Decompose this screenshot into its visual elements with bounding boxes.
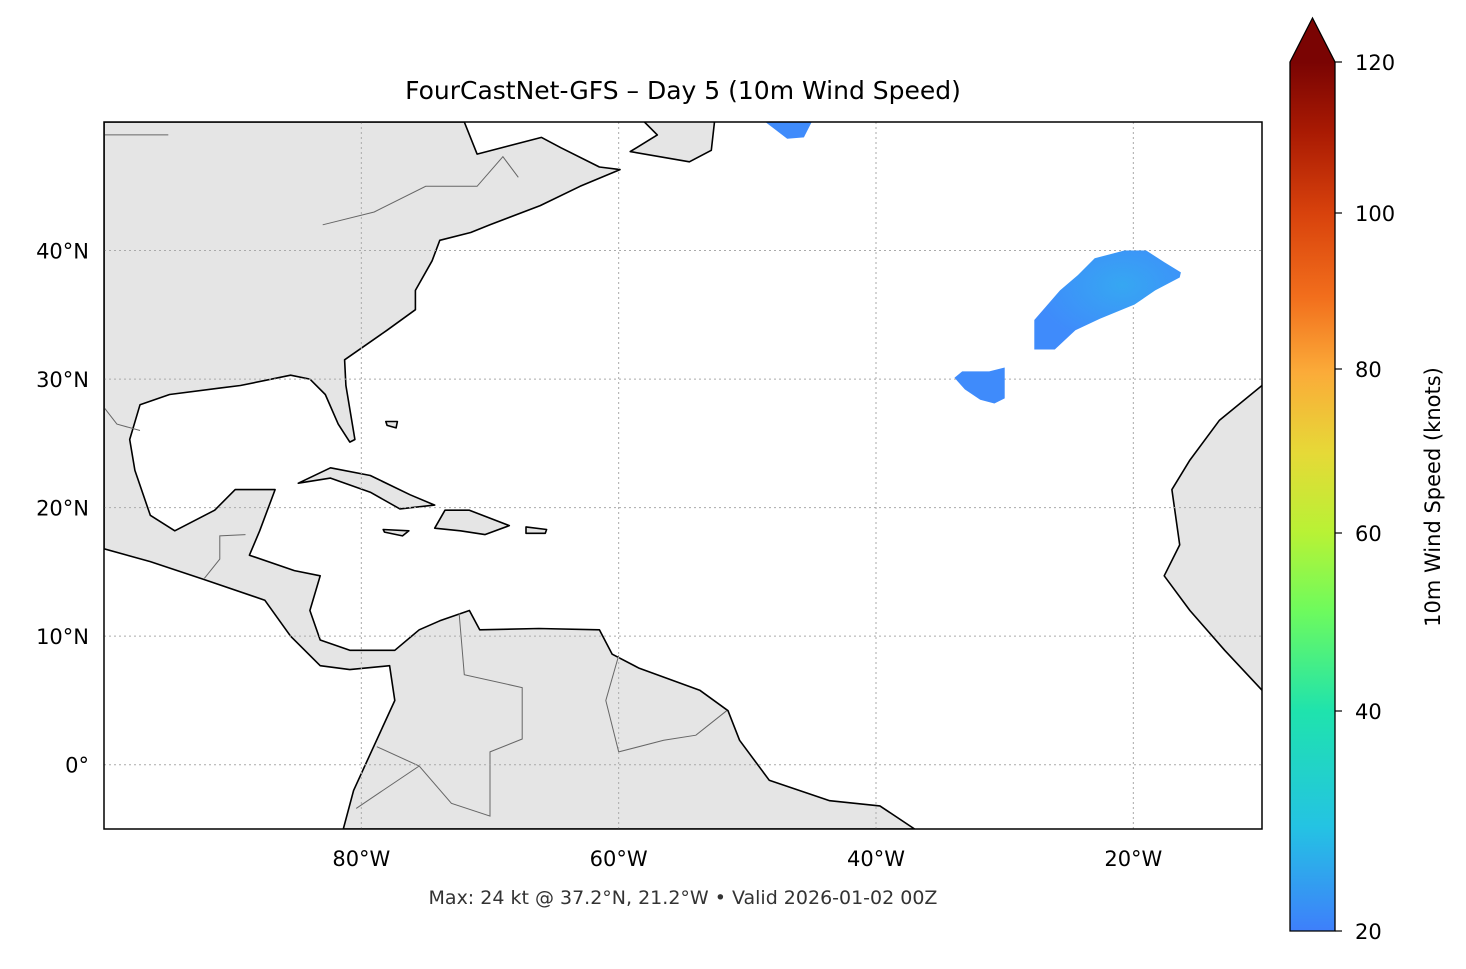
- country-border: [104, 407, 141, 431]
- colorbar-tick-label: 80: [1355, 358, 1382, 382]
- map-frame: [103, 121, 1263, 830]
- landmass-newfoundland-labrador: [629, 122, 716, 163]
- axis-ticks: 80°W 60°W 40°W 20°W 40°N 30°N 20°N 10°N 0°: [36, 240, 1162, 871]
- landmass-bahamas: [384, 420, 399, 429]
- lat-tick-label: 10°N: [36, 625, 89, 649]
- wind-region-secondary: [954, 367, 1005, 404]
- landmass-jamaica: [382, 528, 410, 537]
- colorbar-tick-label: 20: [1355, 920, 1382, 944]
- colorbar-tick-label: 100: [1355, 202, 1395, 226]
- wind-region-north: [765, 122, 812, 139]
- colorbar-outline: [1289, 16, 1336, 932]
- colorbar-tick-label: 60: [1355, 522, 1382, 546]
- lon-tick-label: 40°W: [847, 847, 905, 871]
- gridlines: [104, 122, 1262, 829]
- colorbar-label: 10m Wind Speed (knots): [1421, 367, 1445, 627]
- colorbar-ticks: 20 40 60 80 100 120: [1335, 51, 1395, 944]
- lon-tick-label: 60°W: [590, 847, 648, 871]
- landmass-americas: [104, 122, 916, 829]
- wind-region-main: [1034, 250, 1181, 350]
- country-border: [376, 612, 523, 817]
- landmass-africa: [1163, 384, 1262, 692]
- country-border: [322, 155, 519, 226]
- map-title: FourCastNet-GFS – Day 5 (10m Wind Speed): [405, 76, 961, 105]
- colorbar-tick-label: 120: [1355, 51, 1395, 75]
- colorbar-gradient: [1290, 62, 1335, 931]
- footer-caption: Max: 24 kt @ 37.2°N, 21.2°W • Valid 2026…: [429, 887, 938, 909]
- lon-tick-label: 20°W: [1104, 847, 1162, 871]
- country-border: [204, 534, 246, 579]
- country-border: [605, 655, 728, 753]
- lon-tick-label: 80°W: [332, 847, 390, 871]
- land-layer: [104, 122, 1262, 829]
- lat-tick-label: 20°N: [36, 497, 89, 521]
- landmass-cuba: [297, 466, 436, 510]
- country-border: [355, 765, 420, 809]
- landmass-hispaniola: [433, 509, 511, 536]
- colorbar-extend-max-arrow: [1290, 18, 1335, 62]
- lat-tick-label: 0°: [65, 754, 89, 778]
- lat-tick-label: 30°N: [36, 368, 89, 392]
- wind-field-layer: [765, 122, 1181, 404]
- colorbar-tick-label: 40: [1355, 700, 1382, 724]
- lat-tick-label: 40°N: [36, 240, 89, 264]
- landmass-puerto-rico: [525, 526, 548, 535]
- map-area: [104, 122, 1262, 829]
- colorbar: 20 40 60 80 100 120 10m Wind Speed (knots): [1289, 16, 1445, 944]
